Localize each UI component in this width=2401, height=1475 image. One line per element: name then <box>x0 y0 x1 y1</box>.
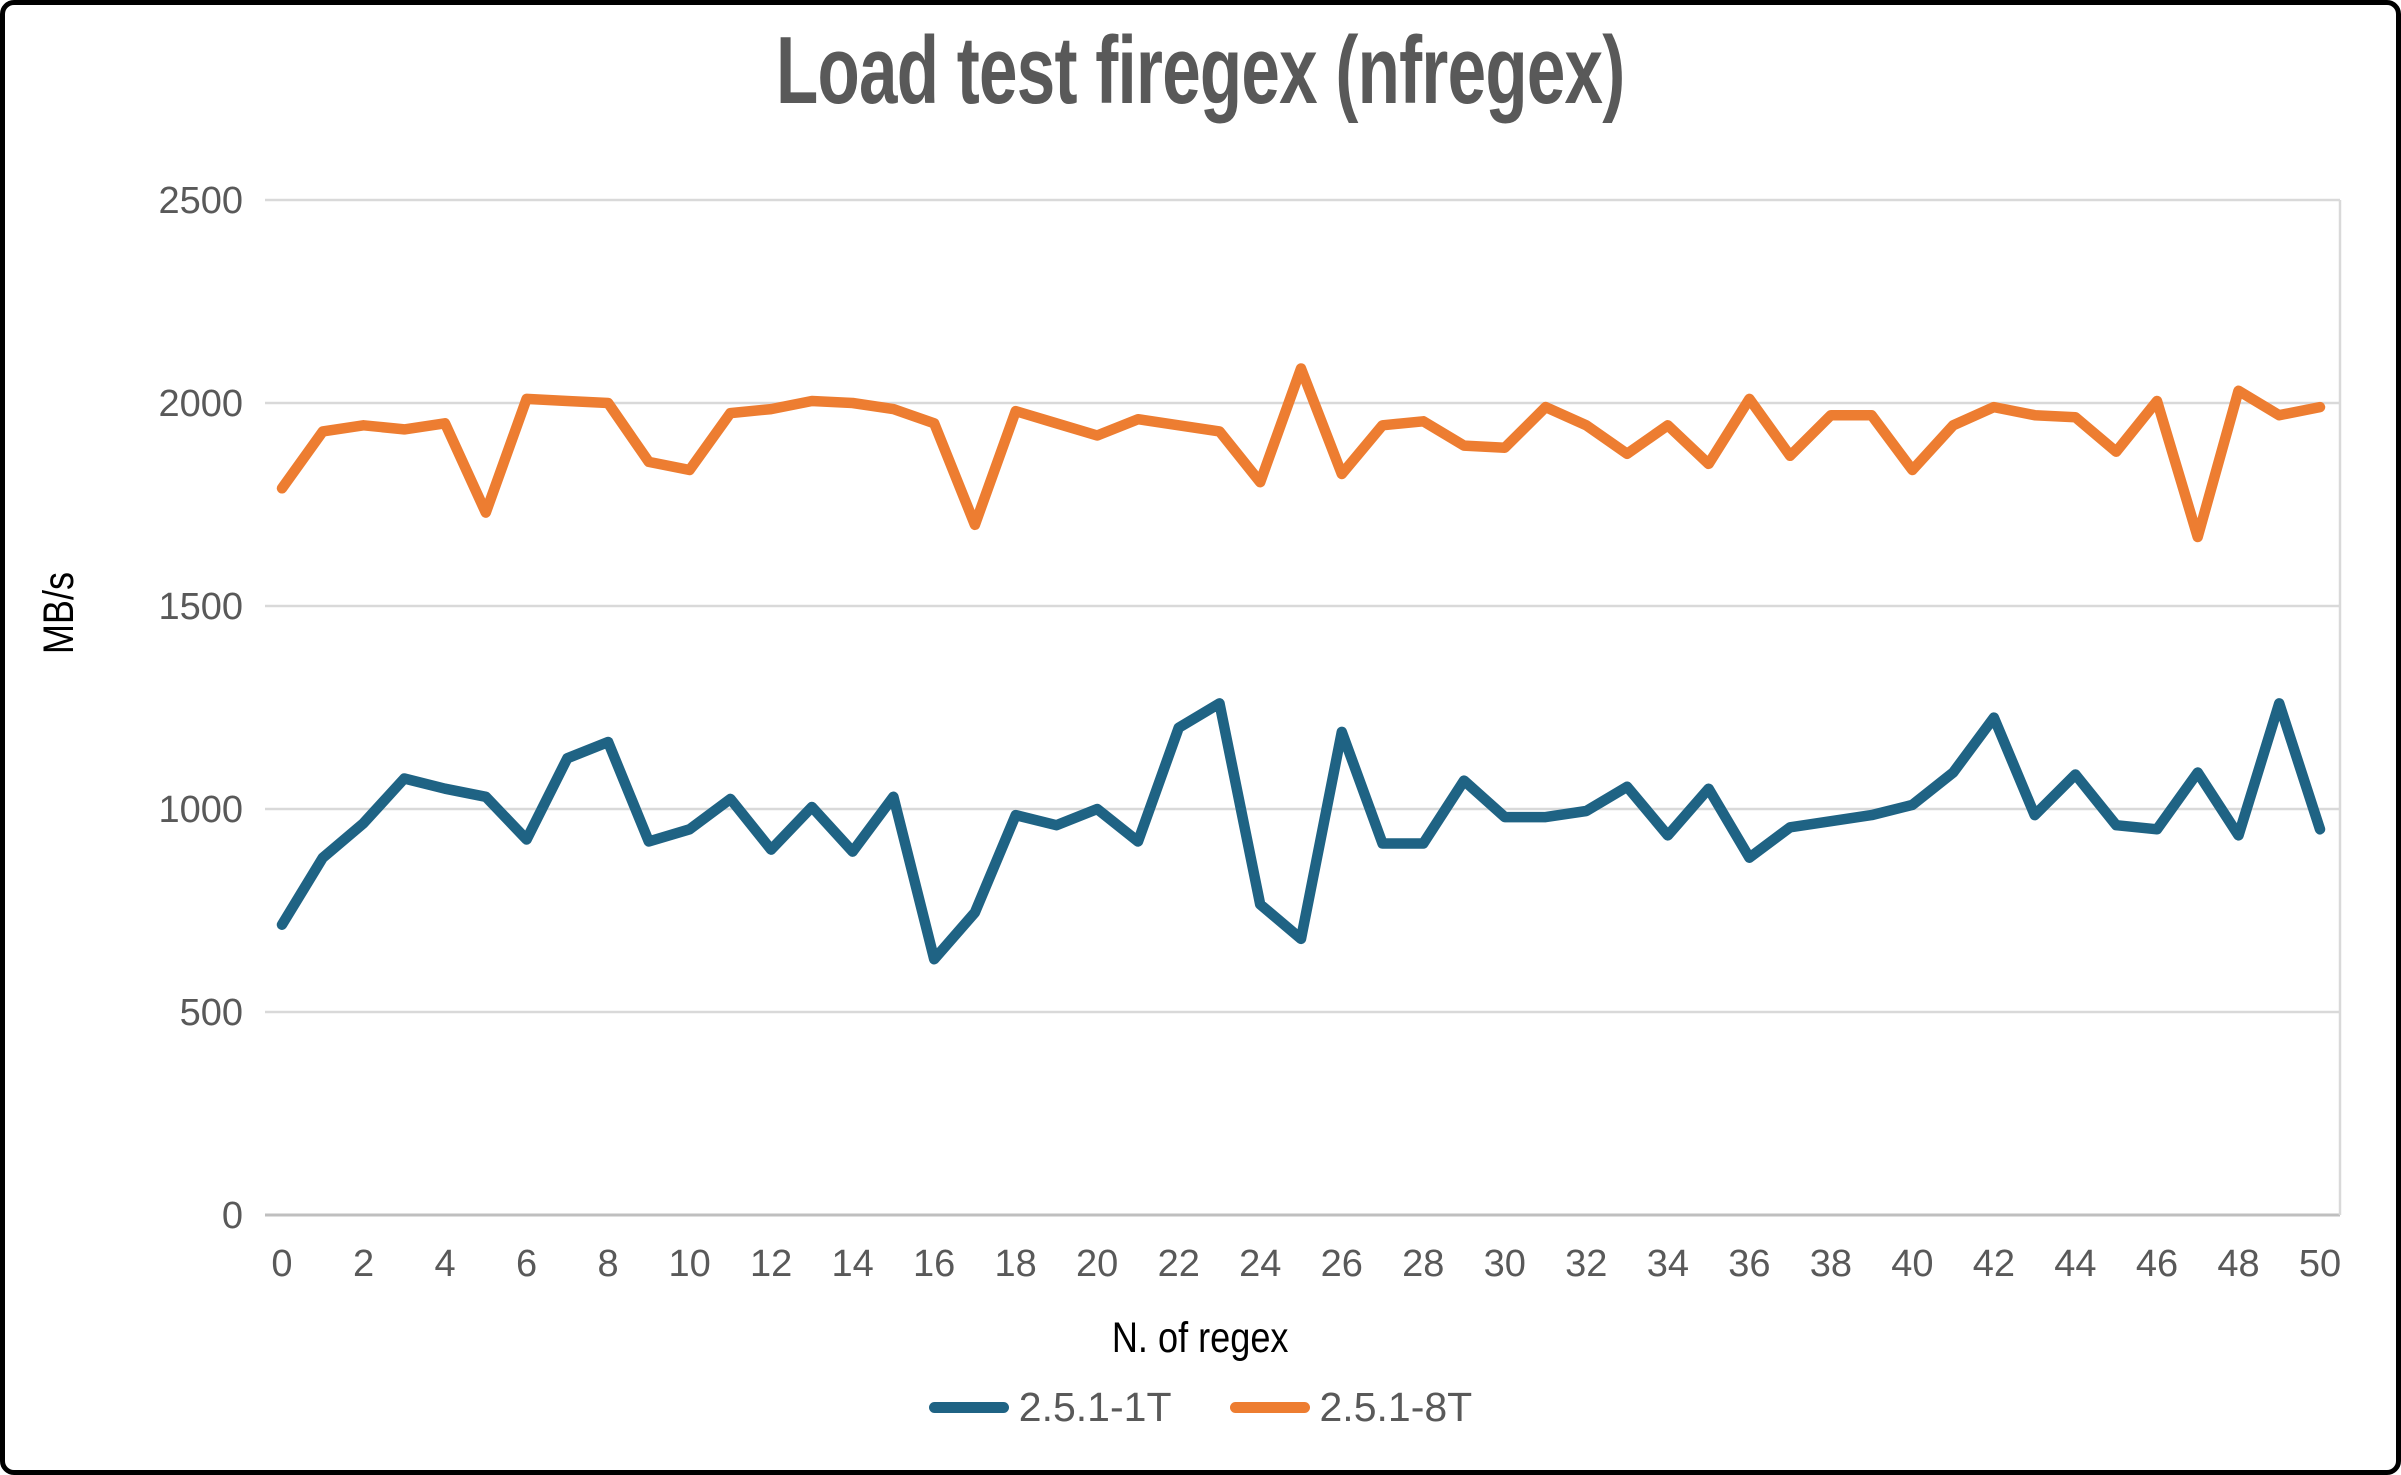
x-tick-label: 10 <box>668 1243 710 1285</box>
x-tick-label: 42 <box>1973 1243 2015 1285</box>
x-tick-label: 48 <box>2217 1243 2259 1285</box>
x-tick-label: 26 <box>1321 1243 1363 1285</box>
legend-line-swatch-1t <box>928 1402 1009 1413</box>
y-axis-title: MB/s <box>35 571 83 655</box>
series-line-2.5.1-1T <box>276 698 2326 965</box>
x-tick-label: 2 <box>353 1243 374 1285</box>
y-tick-label: 1000 <box>158 789 243 831</box>
y-tick-label: 2500 <box>158 180 243 222</box>
x-tick-label: 28 <box>1402 1243 1444 1285</box>
x-tick-label: 8 <box>598 1243 619 1285</box>
x-tick-label: 50 <box>2299 1243 2341 1285</box>
x-tick-label: 14 <box>831 1243 873 1285</box>
legend-line-swatch-8t <box>1229 1402 1310 1413</box>
x-tick-label: 40 <box>1891 1243 1933 1285</box>
x-tick-label: 44 <box>2054 1243 2096 1285</box>
x-tick-label: 38 <box>1810 1243 1852 1285</box>
x-tick-label: 46 <box>2136 1243 2178 1285</box>
legend-item-1t: 2.5.1-1T <box>928 1384 1172 1431</box>
x-tick-label: 24 <box>1239 1243 1281 1285</box>
legend-label-1t: 2.5.1-1T <box>1018 1384 1172 1430</box>
x-tick-label: 16 <box>913 1243 955 1285</box>
chart-title-text: Load test firegex (nfregex) <box>776 17 1625 124</box>
x-tick-label: 12 <box>750 1243 792 1285</box>
x-tick-label: 4 <box>434 1243 455 1285</box>
x-tick-label: 34 <box>1647 1243 1689 1285</box>
legend-label-8t: 2.5.1-8T <box>1319 1384 1473 1430</box>
y-tick-label: 0 <box>222 1195 243 1237</box>
chart-legend: 2.5.1-1T 2.5.1-8T <box>0 1384 2401 1431</box>
x-tick-label: 30 <box>1484 1243 1526 1285</box>
x-tick-label: 0 <box>271 1243 292 1285</box>
x-axis-title: N. of regex <box>1112 1314 1289 1362</box>
x-tick-label: 18 <box>995 1243 1037 1285</box>
x-tick-label: 32 <box>1565 1243 1607 1285</box>
chart-title: Load test firegex (nfregex) <box>0 16 2401 126</box>
legend-item-8t: 2.5.1-8T <box>1229 1384 1473 1431</box>
y-tick-label: 2000 <box>158 383 243 425</box>
x-tick-label: 6 <box>516 1243 537 1285</box>
x-tick-label: 22 <box>1158 1243 1200 1285</box>
x-tick-label: 20 <box>1076 1243 1118 1285</box>
y-tick-label: 500 <box>180 992 243 1034</box>
y-tick-label: 1500 <box>158 586 243 628</box>
x-tick-label: 36 <box>1728 1243 1770 1285</box>
series-line-2.5.1-8T <box>276 363 2326 543</box>
